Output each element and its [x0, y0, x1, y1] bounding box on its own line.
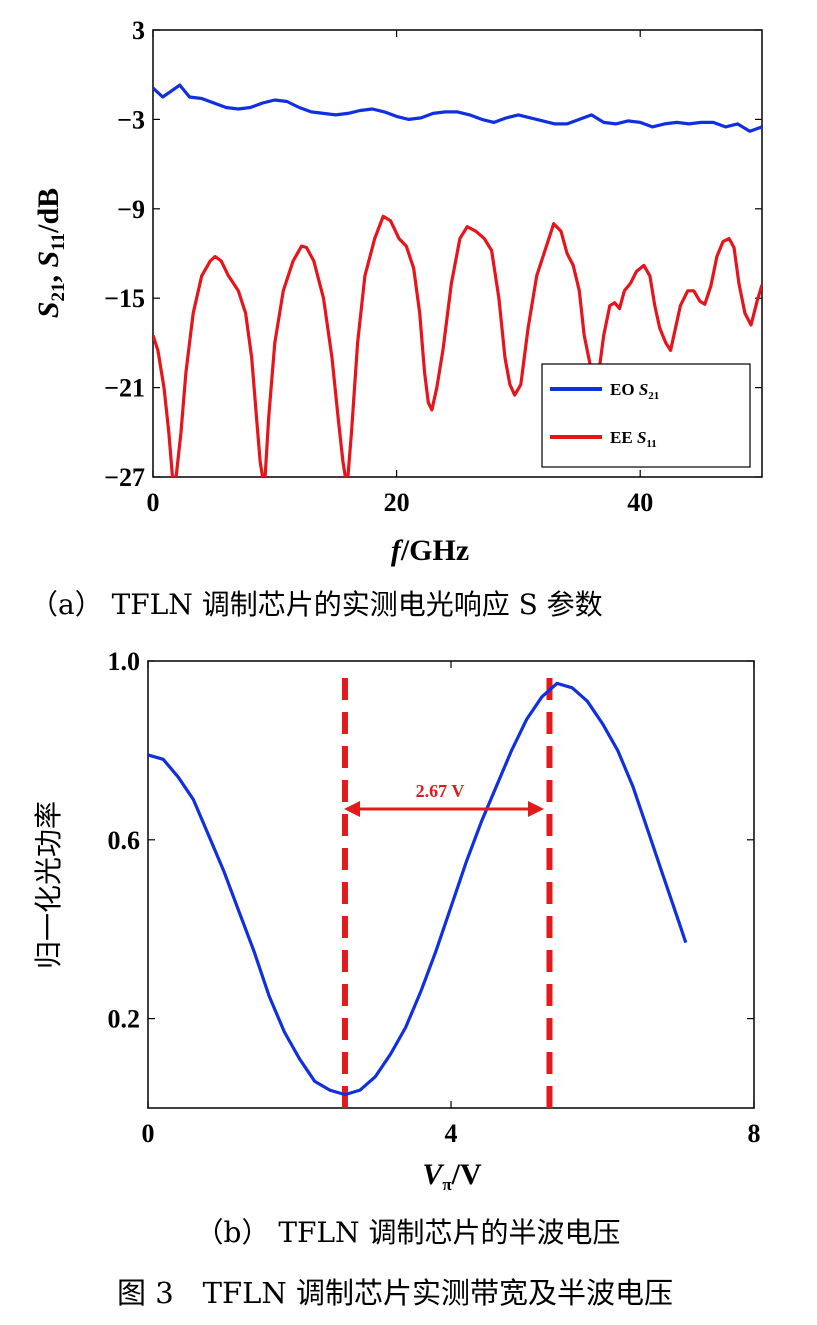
y-tick-label: −21 [104, 374, 145, 403]
panel-b-y-axis-label: 归一化光功率 [32, 801, 65, 969]
legend-box [541, 363, 751, 468]
figure-caption: 图 3 TFLN 调制芯片实测带宽及半波电压 [117, 1276, 673, 1310]
annotation-arrowhead-right [528, 801, 544, 817]
legend-ee-label: EE S11 [610, 428, 657, 450]
series-line-ee-s11 [153, 214, 762, 477]
panel-b-vertical-markers [341, 678, 553, 1108]
x-tick-label: 8 [748, 1119, 761, 1148]
annotation-label: 2.67 V [416, 781, 465, 801]
y-tick-label: 0.2 [108, 1005, 141, 1034]
panel-a-y-axis-label: S21, S11/dB [32, 188, 69, 318]
y-tick-label: 3 [132, 16, 145, 45]
panel-b-series [148, 681, 688, 1097]
panel-a-caption: （a） TFLN 调制芯片的实测电光响应 S 参数 [30, 588, 603, 621]
panel-a-x-axis-label: f/GHz [391, 534, 469, 567]
series-line-response [148, 681, 688, 1097]
y-tick-label: 0.6 [108, 826, 141, 855]
panel-b-plot-frame [147, 660, 755, 1109]
legend-eo-label: EO S21 [610, 380, 659, 402]
x-tick-label: 0 [142, 1119, 155, 1148]
panel-b-caption: （b） TFLN 调制芯片的半波电压 [196, 1216, 621, 1249]
panel-b-chart: 0 4 8 1.0 0.6 0.2 2.67 V 归一化光功率 Vπ/V （b） TFLN… [32, 647, 761, 1249]
y-tick-label: −27 [104, 463, 145, 492]
series-line-eo-s21 [153, 83, 762, 133]
panel-a-series [153, 83, 762, 477]
y-tick-label: −9 [117, 195, 145, 224]
panel-a-ticks: 0 20 40 3 −3 −9 −15 −21 −27 [104, 16, 762, 517]
panel-b-x-axis-label: Vπ/V [422, 1158, 482, 1194]
panel-a-legend: EO S21 EE S11 [541, 363, 751, 468]
x-tick-label: 40 [627, 488, 653, 517]
x-tick-label: 0 [147, 488, 160, 517]
y-tick-label: −15 [104, 284, 145, 313]
x-tick-label: 4 [445, 1119, 458, 1148]
x-tick-label: 20 [384, 488, 410, 517]
panel-a-plot-frame [152, 29, 763, 478]
panel-b-ticks: 0 4 8 1.0 0.6 0.2 [108, 647, 761, 1148]
half-wave-voltage-annotation: 2.67 V [344, 781, 544, 817]
panel-a-chart: 0 20 40 3 −3 −9 −15 −21 −27 S21, S11/dB f/GHz EO… [30, 16, 763, 621]
y-tick-label: 1.0 [108, 647, 141, 676]
annotation-arrowhead-left [344, 801, 360, 817]
y-tick-label: −3 [117, 105, 145, 134]
